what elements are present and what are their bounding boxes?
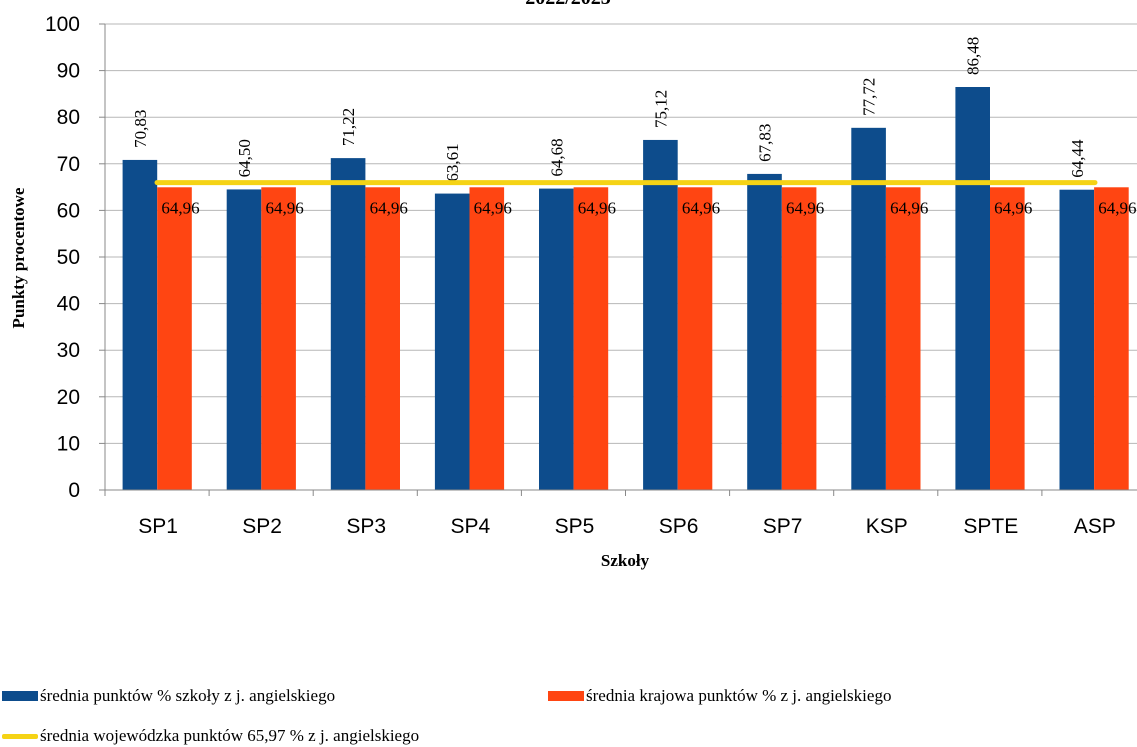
bar-national (990, 187, 1025, 490)
y-axis-ticks: 0 10 20 30 40 50 60 70 80 90 100 (45, 13, 105, 502)
bar-national (677, 187, 713, 490)
data-label-school: 67,83 (756, 124, 775, 162)
data-label-national: 64,96 (474, 198, 512, 217)
bar-national (365, 187, 400, 490)
y-axis-title: Punkty procentowe (9, 187, 28, 328)
bars (122, 87, 1129, 491)
y-tick-label: 50 (57, 246, 80, 269)
x-category-label: SP1 (138, 515, 178, 538)
data-label-school: 70,83 (131, 110, 150, 148)
chart-title: 2022/2023 (525, 0, 611, 9)
bar-school (851, 127, 886, 490)
data-labels: 70,83 64,96 64,50 64,96 71,22 64,96 63,61 64,96… (131, 37, 1137, 218)
bar-school (122, 159, 158, 491)
bar-national (781, 187, 817, 490)
data-label-national: 64,96 (786, 198, 824, 217)
data-label-national: 64,96 (890, 198, 928, 217)
data-label-national: 64,96 (578, 198, 616, 217)
bar-school (539, 188, 574, 491)
bar-national (157, 187, 192, 490)
y-tick-label: 100 (45, 13, 80, 36)
x-category-label: SP2 (242, 515, 282, 538)
y-tick-label: 70 (57, 153, 80, 176)
data-label-school: 64,68 (547, 138, 566, 176)
bar-school (226, 189, 262, 490)
data-label-national: 64,96 (265, 198, 303, 217)
data-label-school: 75,12 (651, 90, 670, 128)
data-label-school: 63,61 (443, 143, 462, 181)
x-category-label: SP6 (659, 515, 699, 538)
y-tick-label: 40 (57, 293, 80, 316)
data-label-national: 64,96 (370, 198, 408, 217)
bar-school (434, 193, 470, 490)
y-tick-label: 90 (57, 60, 80, 83)
x-category-label: SPTE (963, 515, 1018, 538)
bar-school (955, 87, 990, 490)
bar-school (643, 139, 678, 490)
y-tick-label: 80 (57, 106, 80, 129)
x-category-label: KSP (866, 515, 908, 538)
bar-national (261, 187, 296, 490)
data-label-national: 64,96 (1098, 198, 1136, 217)
data-label-national: 64,96 (682, 198, 720, 217)
x-category-label: SP4 (450, 515, 490, 538)
x-category-label: SP7 (763, 515, 803, 538)
y-tick-label: 30 (57, 339, 80, 362)
bar-school (330, 158, 366, 490)
x-category-label: ASP (1074, 515, 1116, 538)
data-label-school: 86,48 (964, 37, 983, 75)
y-tick-label: 20 (57, 386, 80, 409)
data-label-school: 64,44 (1068, 139, 1087, 178)
y-tick-label: 0 (68, 479, 80, 502)
axes (104, 24, 1137, 491)
bar-national (885, 187, 921, 490)
data-label-national: 64,96 (161, 198, 199, 217)
bar-national (573, 187, 609, 490)
bar-national (1094, 187, 1129, 490)
y-tick-label: 60 (57, 199, 80, 222)
y-tick-label: 10 (57, 432, 80, 455)
data-label-national: 64,96 (994, 198, 1032, 217)
x-axis-categories: SP1 SP2 SP3 SP4 SP5 SP6 SP7 KSP SPTE ASP (104, 490, 1116, 538)
bar-school (1059, 189, 1095, 490)
x-category-label: SP5 (555, 515, 595, 538)
data-label-school: 71,22 (339, 108, 358, 146)
x-axis-title: Szkoły (601, 551, 650, 570)
bar-school (747, 173, 782, 490)
data-label-school: 64,50 (235, 139, 254, 177)
bar-national (469, 187, 505, 490)
data-label-school: 77,72 (860, 78, 879, 116)
x-category-label: SP3 (346, 515, 386, 538)
